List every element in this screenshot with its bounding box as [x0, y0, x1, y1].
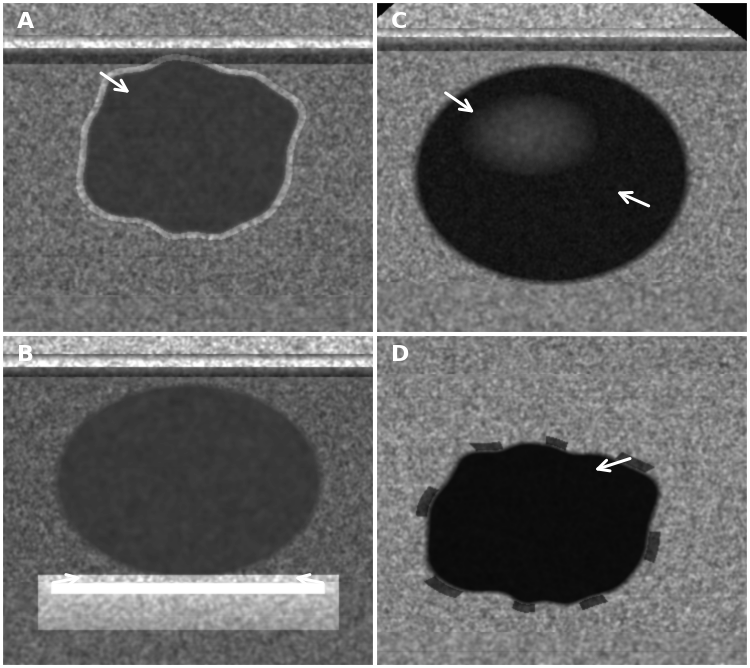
Text: A: A	[17, 12, 34, 32]
Text: D: D	[392, 345, 410, 365]
Text: C: C	[392, 12, 408, 32]
Text: B: B	[17, 345, 34, 365]
